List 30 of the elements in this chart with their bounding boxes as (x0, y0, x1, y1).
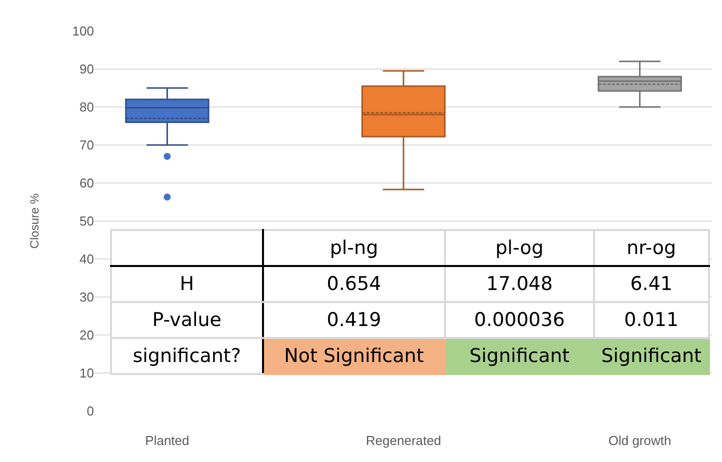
annotation: 0.011 (594, 302, 709, 338)
annotation: H (111, 266, 263, 302)
y-tick-label: 0 (86, 404, 94, 419)
annotation: nr-og (594, 230, 709, 266)
y-axis-title: Closure % (28, 192, 42, 249)
y-tick-label: 20 (80, 328, 94, 343)
y-tick-label: 100 (72, 24, 94, 39)
y-tick-label: 90 (80, 62, 94, 77)
annotation: 0.000036 (445, 302, 594, 338)
annotation: 0.654 (262, 266, 446, 302)
annotation: pl-ng (262, 230, 446, 266)
annotation: significant? (111, 338, 263, 374)
x-tick-label: Regenerated (366, 433, 442, 448)
y-tick-label: 70 (80, 138, 94, 153)
y-tick-label: 50 (80, 214, 94, 229)
annotation: pl-og (445, 230, 594, 266)
annotation: Significant (594, 338, 709, 374)
annotation: P-value (111, 302, 263, 338)
y-tick-label: 60 (80, 176, 94, 191)
x-tick-label: Planted (145, 433, 190, 448)
annotation: 17.048 (445, 266, 594, 302)
annotation: 6.41 (594, 266, 709, 302)
annotation: Not Significant (262, 338, 446, 374)
annotation: 0.419 (262, 302, 446, 338)
annotation: Significant (445, 338, 594, 374)
x-tick-label: Old growth (608, 433, 672, 448)
y-tick-label: 40 (80, 252, 94, 267)
y-tick-label: 80 (80, 100, 94, 115)
y-tick-label: 30 (80, 290, 94, 305)
y-tick-label: 10 (80, 366, 94, 381)
